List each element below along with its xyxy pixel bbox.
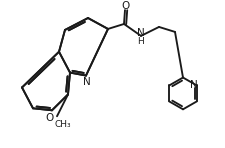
- Text: O: O: [45, 113, 53, 123]
- Text: O: O: [121, 1, 129, 11]
- Text: CH₃: CH₃: [55, 120, 71, 129]
- Text: N: N: [190, 81, 198, 90]
- Text: N: N: [83, 77, 91, 87]
- Text: H: H: [138, 37, 144, 46]
- Text: N: N: [137, 28, 145, 38]
